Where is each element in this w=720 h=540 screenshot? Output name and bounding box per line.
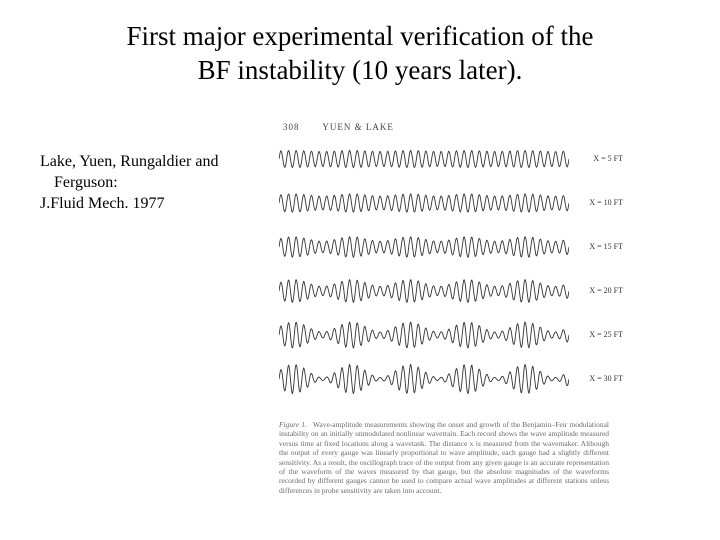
waveform-trace [279,318,569,352]
title-line-1: First major experimental verification of… [126,21,593,51]
figure-page-header: 308 YUEN & LAKE [283,122,394,132]
waveform-trace [279,362,569,396]
citation-line-1: Lake, Yuen, Rungaldier and [40,152,270,173]
page-number: 308 [283,122,300,132]
embedded-figure: 308 YUEN & LAKE X = 5 FTX = 10 FTX = 15 … [265,120,630,520]
waveform-trace [279,186,569,220]
title-line-2: BF instability (10 years later). [198,55,523,85]
citation-line-3: J.Fluid Mech. 1977 [40,194,270,215]
trace-label: X = 15 FT [589,242,623,251]
trace-row: X = 5 FT [279,138,599,182]
citation-line-2: Ferguson: [54,173,270,194]
trace-row: X = 20 FT [279,270,599,314]
figure-caption: Figure 1. Wave-amplitude measurements sh… [279,420,609,495]
trace-label: X = 30 FT [589,374,623,383]
trace-row: X = 15 FT [279,226,599,270]
citation-block: Lake, Yuen, Rungaldier and Ferguson: J.F… [40,152,270,214]
figure-caption-label: Figure 1. [279,420,307,429]
slide-title: First major experimental verification of… [70,20,650,88]
running-head: YUEN & LAKE [322,122,394,132]
trace-label: X = 5 FT [593,154,623,163]
trace-label: X = 20 FT [589,286,623,295]
trace-label: X = 10 FT [589,198,623,207]
waveform-traces: X = 5 FTX = 10 FTX = 15 FTX = 20 FTX = 2… [279,138,599,402]
trace-row: X = 10 FT [279,182,599,226]
trace-row: X = 30 FT [279,358,599,402]
trace-label: X = 25 FT [589,330,623,339]
slide: First major experimental verification of… [0,0,720,540]
trace-row: X = 25 FT [279,314,599,358]
waveform-trace [279,142,569,176]
waveform-trace [279,230,569,264]
figure-caption-text: Wave-amplitude measurements showing the … [279,420,609,495]
waveform-trace [279,274,569,308]
